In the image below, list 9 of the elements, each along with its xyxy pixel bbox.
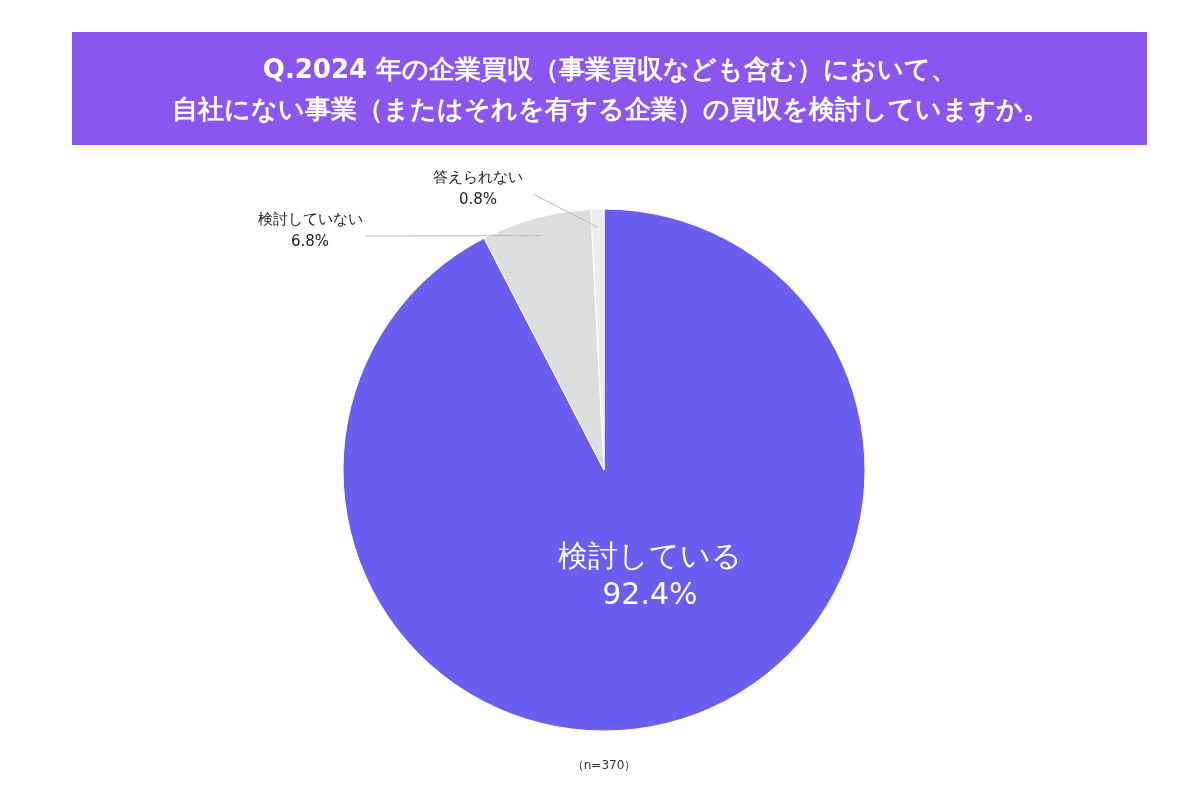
text: （n=370） xyxy=(571,758,637,772)
data-label: 92.4% xyxy=(602,575,698,611)
text: Q.2024 年の企業買収（事業買収なども含む）において、 xyxy=(262,54,958,84)
data-label: 6.8% xyxy=(290,232,330,250)
data-label: 0.8% xyxy=(458,190,498,208)
slice-label: 検討していない xyxy=(257,210,363,228)
slice-label: 検討している xyxy=(557,537,742,573)
text: 自社にない事業（またはそれを有する企業）の買収を検討していますか。 xyxy=(171,94,1049,124)
slice-label: 答えられない xyxy=(433,168,523,186)
